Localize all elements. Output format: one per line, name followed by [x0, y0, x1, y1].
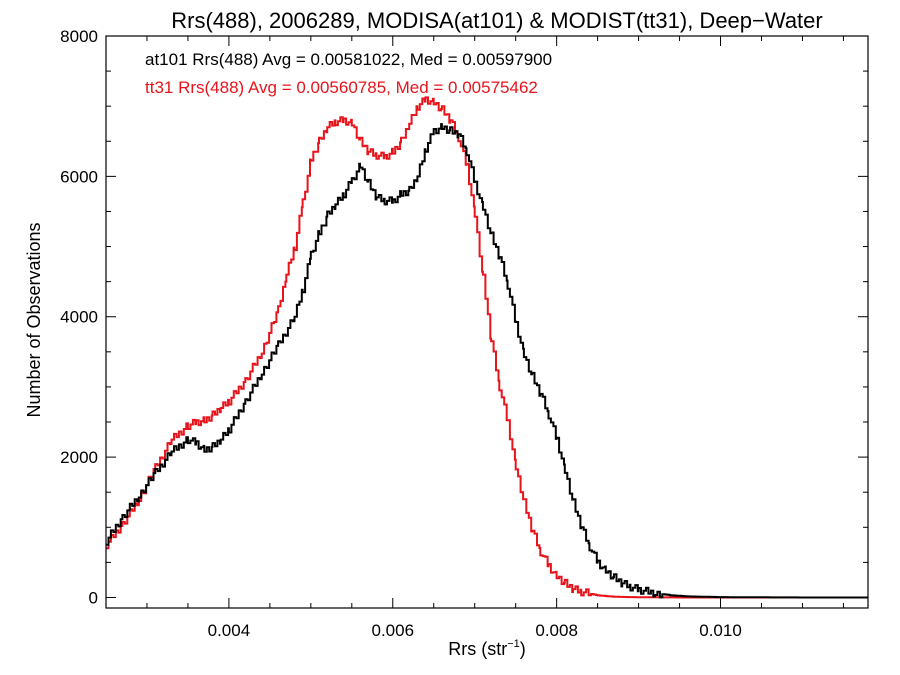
x-axis: 0.004 0.006 0.008 0.010: [105, 36, 844, 640]
x-tick-label: 0.008: [535, 621, 578, 640]
x-tick-label: 0.004: [208, 621, 251, 640]
x-axis-title-sup: −1: [507, 638, 520, 650]
y-tick-label: 4000: [60, 308, 98, 327]
y-axis-title: Number of Observations: [24, 222, 44, 417]
chart-title: Rrs(488), 2006289, MODISA(at101) & MODIS…: [171, 8, 822, 33]
plot-frame: [105, 35, 869, 609]
x-tick-label: 0.010: [699, 621, 742, 640]
x-axis-title-main: Rrs (str: [448, 639, 507, 659]
y-tick-label: 0: [89, 588, 98, 607]
at101-stats-annotation: at101 Rrs(488) Avg = 0.00581022, Med = 0…: [145, 50, 552, 69]
x-axis-title-close: ): [520, 639, 526, 659]
y-tick-label: 6000: [60, 167, 98, 186]
y-tick-label: 2000: [60, 448, 98, 467]
y-tick-label: 8000: [60, 27, 98, 46]
tt31-stats-annotation: tt31 Rrs(488) Avg = 0.00560785, Med = 0.…: [145, 78, 538, 97]
x-axis-title: Rrs (str−1): [448, 638, 526, 659]
tt31-series-line: [106, 96, 868, 599]
y-axis: 0 2000 4000 6000 8000: [60, 27, 868, 607]
series-layer: [106, 96, 868, 599]
at101-series-line: [106, 123, 868, 599]
x-tick-label: 0.006: [372, 621, 415, 640]
